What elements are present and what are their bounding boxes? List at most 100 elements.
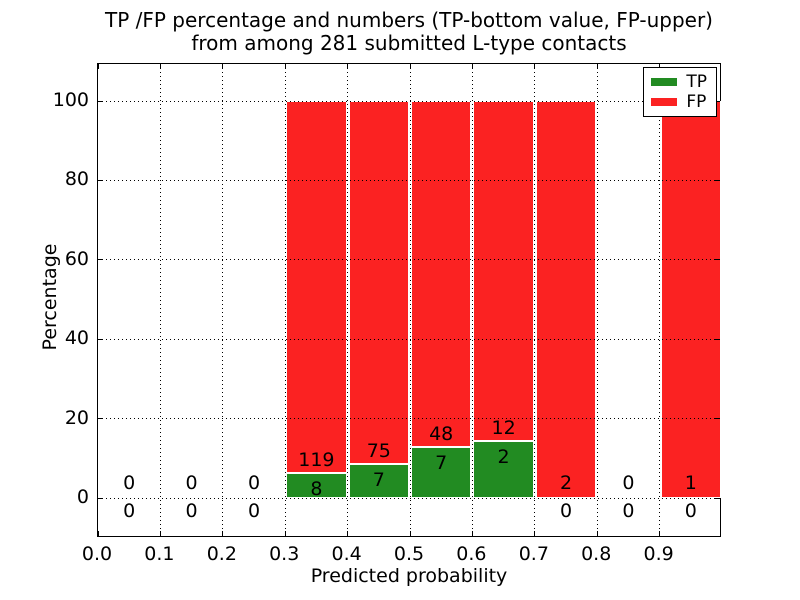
y-tick-mark-right — [715, 497, 720, 499]
tp-count-label: 8 — [310, 477, 323, 500]
y-tick-mark-left — [98, 259, 103, 261]
fp-count-label: 12 — [491, 417, 516, 440]
x-tick-mark-bottom — [222, 531, 224, 536]
gridline-vertical — [284, 64, 286, 536]
x-tick-label: 0.6 — [456, 543, 487, 565]
y-tick-mark-left — [98, 418, 103, 420]
fp-bar-segment — [473, 101, 534, 442]
y-tick-label: 0 — [76, 486, 89, 508]
gridline-vertical — [347, 64, 349, 536]
y-tick-mark-right — [715, 338, 720, 340]
gridline-horizontal — [98, 259, 720, 261]
y-tick-label: 100 — [52, 89, 89, 111]
y-tick-mark-right — [715, 179, 720, 181]
x-tick-mark-top — [471, 64, 473, 69]
gridline-horizontal — [98, 100, 720, 102]
x-tick-mark-bottom — [159, 531, 161, 536]
chart-title-line2: from among 281 submitted L-type contacts — [191, 31, 627, 55]
x-tick-label: 0.3 — [269, 543, 300, 565]
tp-count-label: 0 — [684, 500, 697, 523]
y-tick-mark-right — [715, 259, 720, 261]
y-tick-mark-left — [98, 338, 103, 340]
tp-bar-segment — [348, 464, 409, 498]
legend: TP FP — [643, 67, 717, 117]
tp-count-label: 0 — [123, 500, 136, 523]
gridline-horizontal — [98, 418, 720, 420]
tp-count-label: 0 — [559, 500, 573, 523]
fp-count-label: 0 — [185, 471, 198, 494]
fp-bar-segment — [535, 101, 597, 498]
tp-count-label: 7 — [372, 468, 385, 491]
chart-title-line1: TP /FP percentage and numbers (TP-bottom… — [105, 8, 713, 32]
fp-bar-segment — [348, 101, 409, 465]
fp-bar-segment — [411, 101, 472, 448]
fp-color-swatch — [651, 98, 678, 106]
x-tick-mark-top — [534, 64, 536, 69]
y-tick-label: 40 — [64, 327, 89, 350]
y-tick-mark-left — [98, 497, 103, 499]
tp-color-swatch — [651, 78, 678, 86]
y-tick-label: 60 — [64, 247, 89, 270]
gridline-horizontal — [98, 179, 720, 181]
x-tick-label: 0.5 — [393, 543, 425, 565]
legend-label-fp: FP — [686, 92, 707, 112]
x-tick-label: 0.7 — [518, 543, 549, 565]
tp-count-label: 7 — [435, 452, 448, 475]
x-tick-mark-top — [596, 64, 598, 69]
y-tick-label: 20 — [64, 406, 89, 429]
plot-area: TP FP 0 0 0 0 0 0 119 8 75 7 48 7 12 2 2 0 0 0 1 0 — [97, 63, 721, 537]
fp-count-label: 0 — [247, 471, 261, 494]
x-tick-mark-bottom — [471, 531, 473, 536]
fp-count-label: 2 — [559, 471, 573, 494]
y-tick-mark-right — [715, 418, 720, 420]
x-tick-label: 0.4 — [331, 543, 362, 565]
fp-bar-segment — [286, 101, 347, 473]
x-tick-mark-top — [347, 64, 349, 69]
legend-item-fp: FP — [651, 92, 707, 112]
gridline-vertical — [534, 64, 536, 536]
tp-count-label: 0 — [247, 500, 261, 523]
legend-label-tp: TP — [686, 72, 707, 92]
x-tick-mark-bottom — [596, 531, 598, 536]
x-tick-mark-top — [97, 64, 99, 69]
x-tick-mark-top — [409, 64, 411, 69]
gridline-vertical — [159, 64, 161, 536]
tp-bar-segment — [411, 447, 472, 498]
fp-count-label: 0 — [622, 471, 635, 494]
tp-count-label: 0 — [622, 500, 635, 523]
gridline-horizontal — [98, 338, 720, 340]
x-tick-label: 0.2 — [206, 543, 237, 565]
y-tick-mark-left — [98, 179, 103, 181]
gridline-vertical — [222, 64, 224, 536]
y-tick-mark-left — [98, 100, 103, 102]
x-tick-mark-bottom — [347, 531, 349, 536]
tp-count-label: 0 — [185, 500, 198, 523]
chart-title: TP /FP percentage and numbers (TP-bottom… — [97, 9, 721, 55]
tp-bar-segment — [473, 441, 534, 498]
x-tick-mark-bottom — [659, 531, 661, 536]
x-tick-mark-top — [222, 64, 224, 69]
x-tick-mark-top — [284, 64, 286, 69]
x-tick-label: 0.9 — [643, 543, 674, 565]
x-tick-mark-bottom — [284, 531, 286, 536]
fp-count-label: 119 — [298, 448, 335, 471]
gridline-vertical — [596, 64, 598, 536]
x-tick-mark-top — [659, 64, 661, 69]
gridline-vertical — [471, 64, 473, 536]
gridline-vertical — [659, 64, 661, 536]
legend-item-tp: TP — [651, 72, 707, 92]
fp-count-label: 1 — [684, 471, 697, 494]
x-tick-mark-bottom — [97, 531, 99, 536]
x-axis-label: Predicted probability — [310, 565, 508, 587]
tp-bar-segment — [286, 472, 347, 498]
x-tick-mark-bottom — [534, 531, 536, 536]
fp-count-label: 0 — [123, 471, 136, 494]
fp-bar-segment — [660, 101, 721, 498]
gridline-vertical — [409, 64, 411, 536]
tp-count-label: 2 — [497, 446, 510, 469]
x-tick-label: 0.8 — [581, 543, 612, 565]
y-tick-label: 80 — [64, 168, 89, 191]
x-tick-label: 0.1 — [144, 543, 175, 565]
x-tick-mark-top — [159, 64, 161, 69]
